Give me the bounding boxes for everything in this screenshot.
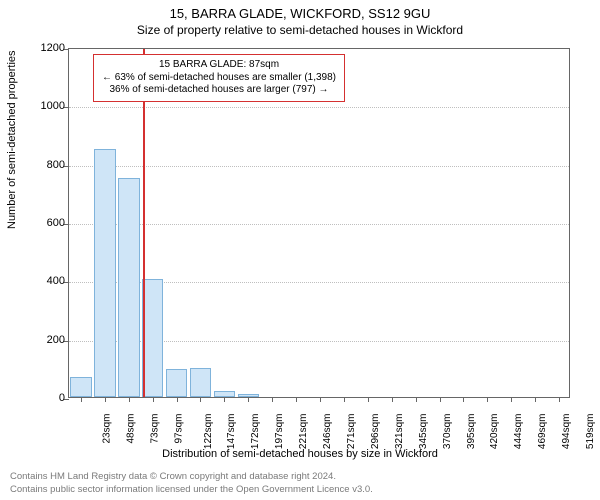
x-tick-mark [320,397,321,402]
histogram-bar [118,178,140,397]
x-tick-label: 172sqm [250,414,261,450]
x-tick-mark [416,397,417,402]
x-tick-label: 221sqm [298,414,309,450]
y-tick-label: 400 [15,275,65,287]
x-tick-mark [344,397,345,402]
x-tick-mark [487,397,488,402]
title-line-2: Size of property relative to semi-detach… [0,23,600,37]
chart-plot-area: 15 BARRA GLADE: 87sqm← 63% of semi-detac… [68,48,570,398]
x-tick-label: 444sqm [513,414,524,450]
x-tick-label: 420sqm [490,414,501,450]
title-line-1: 15, BARRA GLADE, WICKFORD, SS12 9GU [0,6,600,21]
x-tick-mark [368,397,369,402]
x-tick-label: 370sqm [442,414,453,450]
y-tick-label: 0 [15,392,65,404]
y-tick-label: 800 [15,159,65,171]
x-tick-label: 345sqm [418,414,429,450]
x-tick-label: 246sqm [322,414,333,450]
x-tick-mark [392,397,393,402]
x-tick-label: 494sqm [561,414,572,450]
x-tick-label: 197sqm [274,414,285,450]
x-tick-label: 147sqm [227,414,238,450]
x-tick-label: 73sqm [149,414,160,444]
x-tick-label: 97sqm [173,414,184,444]
x-tick-mark [153,397,154,402]
x-tick-mark [224,397,225,402]
x-tick-mark [272,397,273,402]
x-tick-mark [559,397,560,402]
chart-title-block: 15, BARRA GLADE, WICKFORD, SS12 9GU Size… [0,6,600,37]
x-tick-label: 321sqm [394,414,405,450]
x-tick-label: 469sqm [537,414,548,450]
x-tick-mark [177,397,178,402]
x-tick-mark [105,397,106,402]
x-tick-label: 23sqm [101,414,112,444]
x-tick-mark [200,397,201,402]
y-tick-label: 600 [15,217,65,229]
y-tick-label: 1000 [15,100,65,112]
footer-attribution: Contains HM Land Registry data © Crown c… [10,471,373,496]
histogram-bar [142,279,164,397]
histogram-bar [166,369,188,397]
y-tick-label: 1200 [15,42,65,54]
x-tick-label: 271sqm [346,414,357,450]
x-tick-label: 519sqm [585,414,596,450]
y-tick-label: 200 [15,334,65,346]
x-tick-label: 122sqm [203,414,214,450]
footer-line-2: Contains public sector information licen… [10,484,373,496]
x-tick-mark [535,397,536,402]
footer-line-1: Contains HM Land Registry data © Crown c… [10,471,373,483]
histogram-bar [190,368,212,397]
x-tick-mark [440,397,441,402]
x-tick-mark [463,397,464,402]
x-axis-label: Distribution of semi-detached houses by … [0,448,600,460]
x-tick-label: 395sqm [466,414,477,450]
x-tick-mark [296,397,297,402]
annotation-line-2: ← 63% of semi-detached houses are smalle… [102,72,336,85]
x-tick-mark [248,397,249,402]
x-tick-mark [81,397,82,402]
histogram-bar [70,377,92,397]
x-tick-mark [511,397,512,402]
annotation-box: 15 BARRA GLADE: 87sqm← 63% of semi-detac… [93,54,345,102]
histogram-bar [94,149,116,397]
annotation-line-1: 15 BARRA GLADE: 87sqm [102,59,336,72]
annotation-line-3: 36% of semi-detached houses are larger (… [102,84,336,97]
x-tick-label: 48sqm [125,414,136,444]
x-tick-mark [129,397,130,402]
x-tick-label: 296sqm [370,414,381,450]
y-axis-label: Number of semi-detached properties [6,50,18,229]
